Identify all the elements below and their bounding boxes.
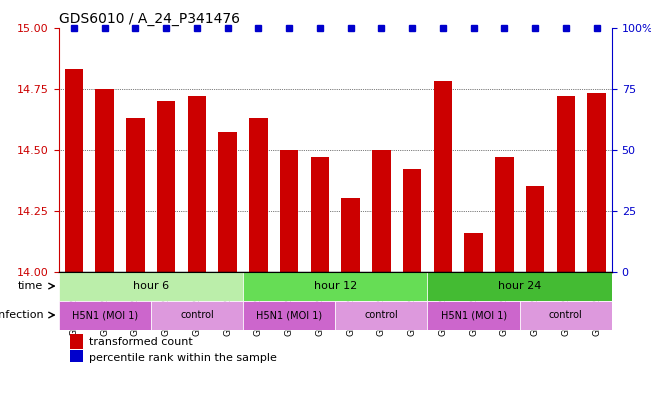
Text: H5N1 (MOI 1): H5N1 (MOI 1) — [441, 310, 506, 320]
Bar — [428, 301, 519, 329]
Bar — [526, 186, 544, 272]
Bar — [372, 150, 391, 272]
Bar — [587, 94, 606, 272]
Text: hour 12: hour 12 — [314, 281, 357, 291]
Bar — [557, 96, 575, 272]
Text: hour 24: hour 24 — [498, 281, 542, 291]
Bar — [126, 118, 145, 272]
Bar — [335, 301, 428, 329]
Text: time: time — [18, 281, 43, 291]
Bar — [96, 88, 114, 272]
Bar — [311, 157, 329, 272]
Bar — [464, 233, 483, 272]
Bar — [59, 301, 151, 329]
Bar — [434, 81, 452, 272]
Bar — [519, 301, 612, 329]
Bar — [428, 272, 612, 301]
Text: control: control — [549, 310, 583, 320]
Text: percentile rank within the sample: percentile rank within the sample — [89, 353, 277, 363]
Text: control: control — [180, 310, 214, 320]
Bar — [219, 132, 237, 272]
Bar — [70, 334, 83, 349]
Bar — [243, 272, 428, 301]
Text: H5N1 (MOI 1): H5N1 (MOI 1) — [72, 310, 138, 320]
Text: infection: infection — [0, 310, 43, 320]
Bar — [280, 150, 298, 272]
Text: control: control — [365, 310, 398, 320]
Bar — [249, 118, 268, 272]
Bar — [157, 101, 175, 272]
Text: H5N1 (MOI 1): H5N1 (MOI 1) — [256, 310, 322, 320]
Bar — [64, 69, 83, 272]
Bar — [341, 198, 360, 272]
Bar — [59, 272, 243, 301]
Bar — [187, 96, 206, 272]
Text: hour 6: hour 6 — [133, 281, 169, 291]
Bar — [495, 157, 514, 272]
Bar — [403, 169, 421, 272]
Bar — [151, 301, 243, 329]
Bar — [243, 301, 335, 329]
Text: GDS6010 / A_24_P341476: GDS6010 / A_24_P341476 — [59, 13, 240, 26]
Text: transformed count: transformed count — [89, 337, 193, 347]
Bar — [70, 350, 83, 365]
